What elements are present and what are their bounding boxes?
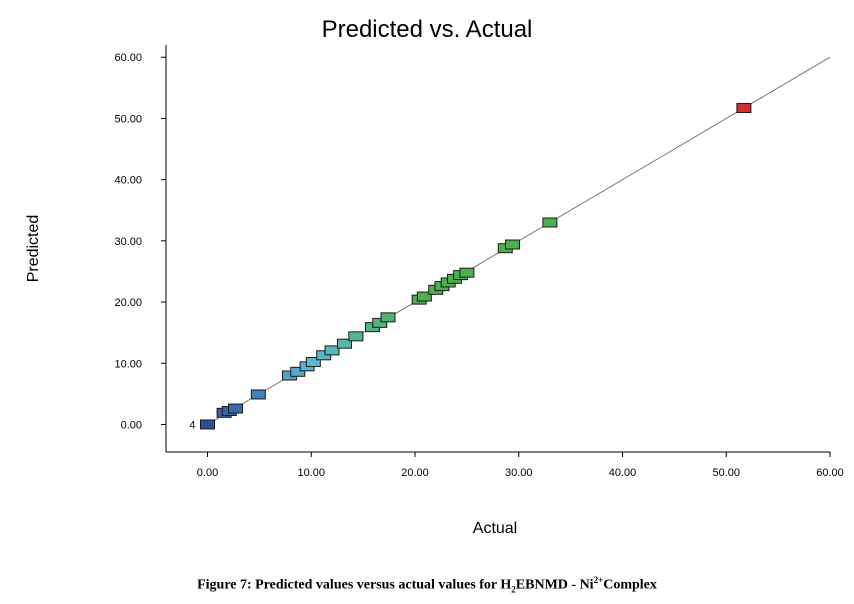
data-point [372,317,388,328]
data-point [250,389,266,400]
y-tick-label: 40.00 [114,175,142,187]
caption-mid: EBNMD - Ni [515,577,594,593]
caption-superscript: 2+ [593,575,604,585]
data-point [290,366,306,377]
data-point [459,267,475,278]
data-point [324,345,340,356]
data-points: 4 [189,103,752,431]
y-tick-label: 20.00 [114,297,142,309]
data-point [336,338,352,349]
x-tick-label: 30.00 [505,467,533,479]
x-tick-label: 40.00 [609,467,637,479]
caption-prefix: Figure 7: Predicted values versus actual… [197,577,512,593]
chart-axes [165,45,830,453]
y-tick-label: 0.00 [121,419,142,431]
data-point [200,419,215,430]
point-count-label: 4 [189,419,195,431]
x-tick-label: 20.00 [401,467,429,479]
caption-suffix: Complex [603,577,657,593]
axis-labels: Actual Predicted [25,215,517,537]
y-tick-label: 30.00 [114,236,142,248]
data-point [505,239,521,250]
x-tick-label: 10.00 [297,467,325,479]
y-tick-label: 50.00 [114,113,142,125]
chart-title: Predicted vs. Actual [321,16,533,43]
data-point [416,291,432,302]
data-point [348,331,364,342]
data-point [228,403,244,414]
x-tick-label: 0.00 [197,467,218,479]
x-tick-label: 50.00 [712,467,740,479]
figure-caption: Figure 7: Predicted values versus actual… [0,575,854,594]
caption-subscript: 2 [511,584,516,595]
chart-ticks: 0.00 10.00 20.00 30.00 40.00 50.00 60.00 0.00 10… [114,52,843,479]
data-point [736,103,752,114]
y-axis-label: Predicted [25,215,42,283]
x-tick-label: 60.00 [816,467,844,479]
y-tick-label: 10.00 [114,358,142,370]
x-axis-label: Actual [473,520,517,537]
data-point [305,357,321,368]
y-tick-label: 60.00 [114,52,142,64]
data-point [542,217,558,228]
data-point [380,312,396,323]
